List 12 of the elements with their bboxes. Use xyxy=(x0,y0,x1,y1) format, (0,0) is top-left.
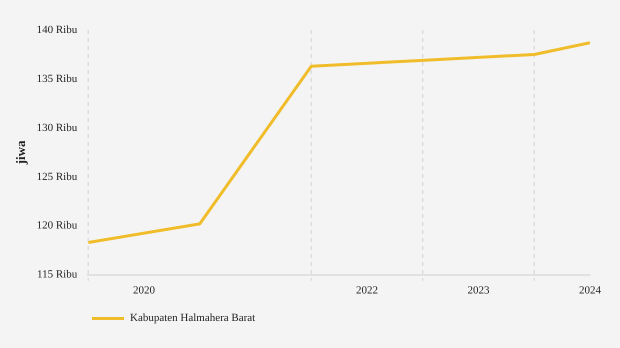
y-tick-label: 115 Ribu xyxy=(36,268,78,281)
y-tick-label: 120 Ribu xyxy=(36,220,78,232)
x-tick-label: 2023 xyxy=(468,284,490,296)
y-tick-label: 140 Ribu xyxy=(36,24,78,36)
legend-label: Kabupaten Halmahera Barat xyxy=(130,312,256,324)
x-tick-label: 2020 xyxy=(132,284,156,296)
y-tick-label: 130 Ribu xyxy=(36,122,78,134)
x-tick-label: 2024 xyxy=(579,284,602,296)
y-tick-label: 135 Ribu xyxy=(36,72,78,85)
x-tick-label: 2022 xyxy=(356,284,378,296)
y-axis-title: jiwa xyxy=(13,140,28,166)
y-tick-label: 125 Ribu xyxy=(36,170,78,183)
